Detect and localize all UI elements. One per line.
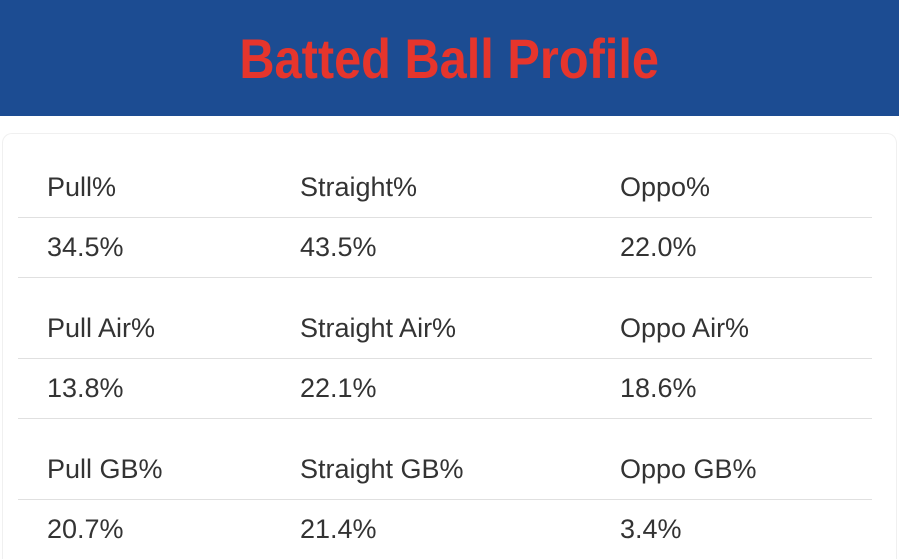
stat-value-oppo-air: 18.6% [620,373,697,403]
stat-value-oppo-gb: 3.4% [620,514,682,544]
page-title: Batted Ball Profile [239,26,660,90]
stat-value-straight-air: 22.1% [300,373,377,403]
stat-value-pull-air: 13.8% [47,373,124,403]
stat-label-oppo-gb: Oppo GB% [620,453,757,484]
stat-label-oppo: Oppo% [620,171,711,202]
table-row-air-labels: Pull Air% Straight Air% Oppo Air% [18,298,872,359]
stat-value-straight-gb: 21.4% [300,514,377,544]
table-row-gb-values: 20.7% 21.4% 3.4% [18,500,872,559]
table-row-direction-labels: Pull% Straight% Oppo% [18,157,872,218]
stat-value-pull: 34.5% [47,232,124,262]
stat-label-straight-gb: Straight GB% [300,453,464,484]
table-row-direction-values: 34.5% 43.5% 22.0% [18,218,872,278]
table-row-gb-labels: Pull GB% Straight GB% Oppo GB% [18,439,872,500]
stat-label-pull: Pull% [47,171,117,202]
stat-label-oppo-air: Oppo Air% [620,312,750,343]
stats-table: Pull% Straight% Oppo% 34.5% 43.5% 22.0% … [18,157,872,559]
group-spacer [18,419,872,439]
stat-label-straight-air: Straight Air% [300,312,457,343]
stat-label-pull-air: Pull Air% [47,312,156,343]
stat-value-oppo: 22.0% [620,232,697,262]
table-row-air-values: 13.8% 22.1% 18.6% [18,359,872,419]
stat-value-pull-gb: 20.7% [47,514,124,544]
batted-ball-stats-card: Pull% Straight% Oppo% 34.5% 43.5% 22.0% … [2,133,897,559]
stat-label-straight: Straight% [300,171,418,202]
stat-value-straight: 43.5% [300,232,377,262]
stat-label-pull-gb: Pull GB% [47,453,163,484]
group-spacer [18,278,872,298]
header-banner: Batted Ball Profile [0,0,899,116]
